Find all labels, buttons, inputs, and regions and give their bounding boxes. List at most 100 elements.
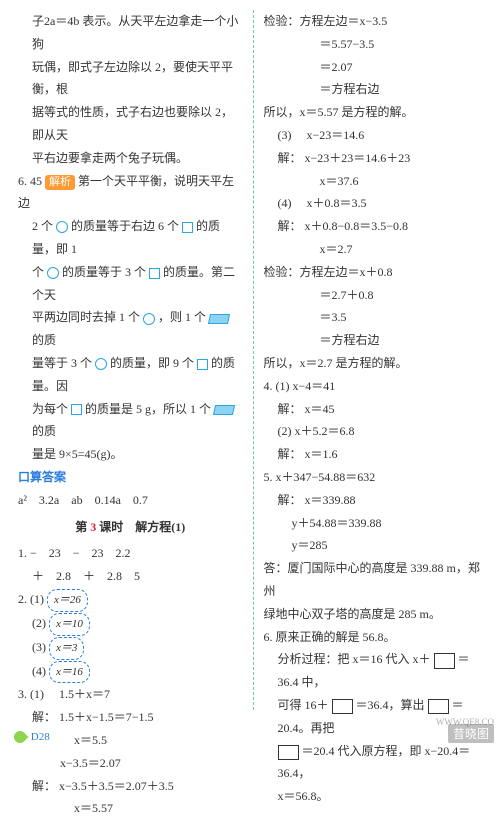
sub-label: (3) xyxy=(32,640,46,654)
analysis-tag: 解析 xyxy=(45,175,75,190)
sub-label: (2) xyxy=(278,424,292,438)
solution-line: x＝5.5 xyxy=(18,729,243,752)
equation: 1.5＋x−1.5＝7−1.5 xyxy=(59,710,154,724)
check-line: ＝2.7＋0.8 xyxy=(264,284,489,307)
text: ＝36.4，算出 xyxy=(356,698,425,712)
q6-line5: 量等于 3 个 的质量，即 9 个 的质量。因 xyxy=(18,352,243,398)
q6-line3: 个 的质量等于 3 个 的质量。第二个天 xyxy=(18,261,243,307)
q6-line4: 平两边同时去掉 1 个 ，则 1 个 的质 xyxy=(18,306,243,352)
lesson-title: 第 3 课时 解方程(1) xyxy=(18,516,243,539)
equation: x−23＋23＝14.6＋23 xyxy=(305,151,411,165)
question-number: 5. xyxy=(264,470,273,484)
answer-value: 45 xyxy=(30,174,42,188)
solution-label: 解： xyxy=(278,219,302,233)
question-number: 1. xyxy=(18,546,27,560)
sub-label: (3) xyxy=(278,128,292,142)
text-line: 子2a＝4b 表示。从天平左边拿走一个小狗 xyxy=(18,10,243,56)
sub-label: (2) xyxy=(32,616,46,630)
q4-2: (2) x＋5.2＝6.8 xyxy=(264,420,489,443)
equation: 1.5＋x＝7 xyxy=(59,687,110,701)
text: 量等于 3 个 xyxy=(32,356,92,370)
text: 的质量等于 3 个 xyxy=(62,265,146,279)
check-line: ＝方程右边 xyxy=(264,329,489,352)
blank-box xyxy=(434,653,455,668)
text: ＝20.4 代入原方程，即 x−20.4＝36.4， xyxy=(278,744,471,781)
text: 2 个 xyxy=(32,219,53,233)
sub-label: (4) xyxy=(32,664,46,678)
sub-label: (1) xyxy=(276,379,290,393)
solution-line: 解： x＝45 xyxy=(264,398,489,421)
q3-1: 3. (1) 1.5＋x＝7 xyxy=(18,683,243,706)
text-line: 平右边要拿走两个兔子玩偶。 xyxy=(18,147,243,170)
text: 课时 解方程(1) xyxy=(99,520,185,534)
solution-label: 解： xyxy=(278,447,302,461)
text: 原来正确的解是 56.8。 xyxy=(276,630,396,644)
check-line: ＝5.57−3.5 xyxy=(264,33,489,56)
solution-line: y＝285 xyxy=(264,534,489,557)
equation: x＝45 xyxy=(305,402,335,416)
solution-line: 解： x＝339.88 xyxy=(264,489,489,512)
square-icon xyxy=(71,404,82,415)
q2-4: (4) x＝16 xyxy=(18,660,243,684)
equation: x−23＝14.6 xyxy=(307,128,365,142)
answer-text: 答：厦门国际中心的高度是 339.88 m，郑州 xyxy=(264,557,489,603)
column-divider xyxy=(253,10,254,710)
equation: x−4＝41 xyxy=(293,379,336,393)
square-icon xyxy=(197,359,208,370)
q2-2: (2) x＝10 xyxy=(18,612,243,636)
question-number: 4. xyxy=(264,379,273,393)
check-line: ＝2.07 xyxy=(264,56,489,79)
q2-1: 2. (1) x＝26 xyxy=(18,588,243,612)
question-number: 6. xyxy=(18,174,27,188)
solution-line: 解： 1.5＋x−1.5＝7−1.5 xyxy=(18,706,243,729)
solution-line: 解： x＋0.8−0.8＝3.5−0.8 xyxy=(264,215,489,238)
text: 的质量，即 9 个 xyxy=(110,356,194,370)
blank-box xyxy=(278,745,299,760)
left-column: 子2a＝4b 表示。从天平左边拿走一个小狗 玩偶，即式子左边除以 2，要使天平平… xyxy=(18,10,251,719)
answer-cloud: x＝3 xyxy=(49,637,84,660)
solution-line: x＝5.57 xyxy=(18,797,243,820)
lesson-number: 3 xyxy=(90,520,96,534)
text: − 23 − 23 2.2 xyxy=(30,546,131,560)
solution-line: x＝37.6 xyxy=(264,170,489,193)
check-line: 检验：方程左边＝x＋0.8 xyxy=(264,261,489,284)
question-number: 3. xyxy=(18,687,27,701)
q6r: 6. 原来正确的解是 56.8。 xyxy=(264,626,489,649)
check-line: ＝3.5 xyxy=(264,306,489,329)
solution-line: 解： x＝1.6 xyxy=(264,443,489,466)
q6-line7: 量是 9×5=45(g)。 xyxy=(18,443,243,466)
text: 第 xyxy=(75,520,87,534)
kousuan-title: 口算答案 xyxy=(18,466,243,489)
text: 为每个 xyxy=(32,402,68,416)
equation: x−3.5＋3.5＝2.07＋3.5 xyxy=(59,779,174,793)
check-line: ＝方程右边 xyxy=(264,78,489,101)
circle-icon xyxy=(47,267,59,279)
solution-label: 解： xyxy=(278,402,302,416)
q6-line2: 2 个 的质量等于右边 6 个 的质量，即 1 xyxy=(18,215,243,261)
text: 的质 xyxy=(32,424,56,438)
leaf-icon xyxy=(12,729,29,746)
right-column: 检验：方程左边＝x−3.5 ＝5.57−3.5 ＝2.07 ＝方程右边 所以，x… xyxy=(256,10,489,719)
square-icon xyxy=(182,222,193,233)
page-container: 子2a＝4b 表示。从天平左边拿走一个小狗 玩偶，即式子左边除以 2，要使天平平… xyxy=(0,0,500,749)
q1-line2: ＋ 2.8 ＋ 2.8 5 xyxy=(18,565,243,588)
cuboid-icon xyxy=(208,314,230,324)
kousuan-row: a² 3.2a ab 0.14a 0.7 xyxy=(18,489,243,512)
solution-label: 解： xyxy=(278,151,302,165)
q6r-line3: ＝20.4 代入原方程，即 x−20.4＝36.4， xyxy=(264,740,489,786)
equation: x＋0.8＝3.5 xyxy=(307,196,367,210)
q6r-line1: 分析过程：把 x＝16 代入 x＋ ＝36.4 中， xyxy=(264,648,489,694)
solution-line: 解： x−23＋23＝14.6＋23 xyxy=(264,147,489,170)
circle-icon xyxy=(56,221,68,233)
text-line: 玩偶，即式子左边除以 2，要使天平平衡，根 xyxy=(18,56,243,102)
text: 的质 xyxy=(32,333,56,347)
text: 的质量等于右边 6 个 xyxy=(71,219,179,233)
answer-cloud: x＝26 xyxy=(47,589,88,612)
solution-label: 解： xyxy=(32,710,56,724)
text: 的质量是 5 g，所以 1 个 xyxy=(85,402,211,416)
equation: x＝339.88 xyxy=(305,493,356,507)
page-number: D28 xyxy=(31,731,50,743)
solution-line: 解： x−3.5＋3.5＝2.07＋3.5 xyxy=(18,775,243,798)
q6-line6: 为每个 的质量是 5 g，所以 1 个 的质 xyxy=(18,398,243,444)
circle-icon xyxy=(95,358,107,370)
